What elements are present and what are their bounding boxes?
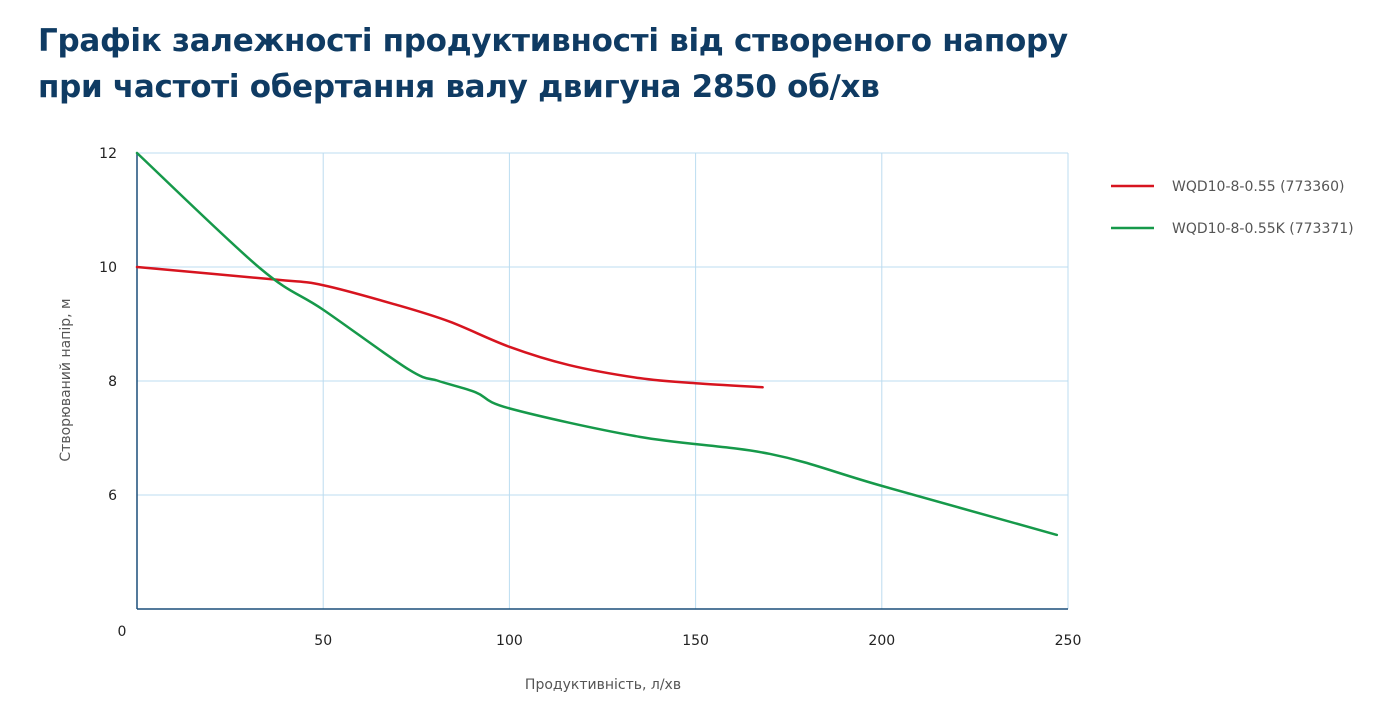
series-line-2	[135, 151, 1059, 537]
series-lines	[135, 151, 1059, 537]
chart-title-line-2: при частоті обертання валу двигуна 2850 …	[38, 69, 880, 105]
y-tick-label: 12	[99, 146, 117, 162]
x-tick-label: 50	[314, 633, 332, 649]
y-axis-label: Створюваний напір, м	[58, 298, 74, 461]
chart-title: Графік залежності продуктивності від ств…	[38, 18, 1068, 110]
series-line-1	[135, 265, 764, 389]
y-tick-label: 6	[108, 488, 117, 504]
x-tick-label: 0	[118, 624, 127, 640]
chart-title-line-1: Графік залежності продуктивності від ств…	[38, 23, 1068, 59]
legend-label-1: WQD10-8-0.55 (773360)	[1172, 179, 1344, 195]
y-tick-label: 8	[108, 374, 117, 390]
grid	[136, 152, 1069, 610]
x-tick-label: 200	[868, 633, 895, 649]
legend: WQD10-8-0.55 (773360) WQD10-8-0.55K (7733…	[1111, 179, 1354, 237]
x-tick-label: 100	[496, 633, 523, 649]
legend-label-2: WQD10-8-0.55K (773371)	[1172, 221, 1354, 237]
x-axis-label: Продуктивність, л/хв	[525, 677, 681, 693]
x-tick-label: 150	[682, 633, 709, 649]
x-tick-label: 250	[1055, 633, 1082, 649]
y-tick-label: 10	[99, 260, 117, 276]
tick-labels: 0 50 100 150 200 250 6 8 10 12	[99, 146, 1081, 649]
